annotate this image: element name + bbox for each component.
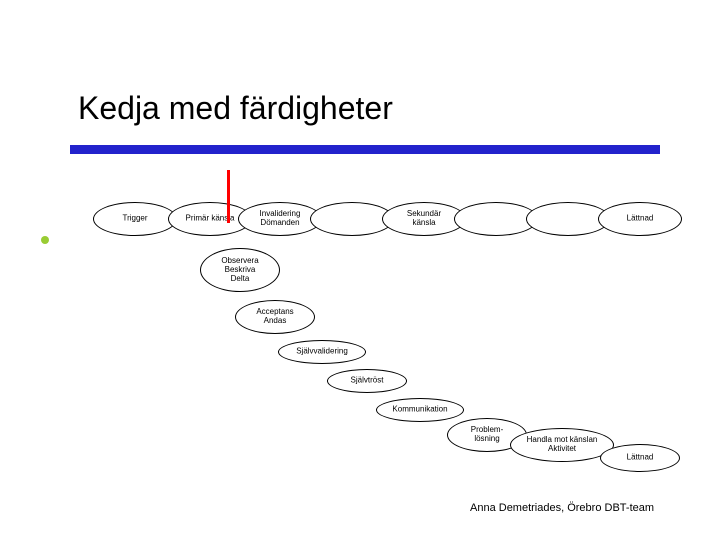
- chain-invalidering-label: InvalideringDömanden: [260, 210, 301, 228]
- chain-sekundar-label: Sekundärkänsla: [407, 210, 441, 228]
- chain-lattnad-top-label: Lättnad: [627, 215, 654, 224]
- title-underline-bar: [70, 145, 660, 154]
- footer-credit: Anna Demetriades, Örebro DBT-team: [470, 502, 654, 514]
- slide-title: Kedja med färdigheter: [78, 90, 393, 127]
- skill-sjalvtrost-label: Självtröst: [351, 377, 384, 386]
- skill-observera-label: ObserveraBeskrivaDelta: [221, 257, 258, 283]
- skill-sjalvvalidering-label: Självvalidering: [296, 348, 348, 357]
- skill-handla-label: Handla mot känslanAktivitet: [527, 436, 598, 454]
- slide-root: Kedja med färdigheterTriggerPrimär känsl…: [0, 0, 720, 540]
- chain-trigger-label: Trigger: [122, 215, 147, 224]
- skill-kommunikation-label: Kommunikation: [392, 406, 447, 415]
- skill-lattnad-bottom-label: Lättnad: [627, 454, 654, 463]
- skill-problemlosning-label: Problem-lösning: [471, 426, 503, 444]
- red-divider: [227, 170, 230, 223]
- bullet-dot: [41, 236, 49, 244]
- skill-acceptans-label: AcceptansAndas: [256, 308, 293, 326]
